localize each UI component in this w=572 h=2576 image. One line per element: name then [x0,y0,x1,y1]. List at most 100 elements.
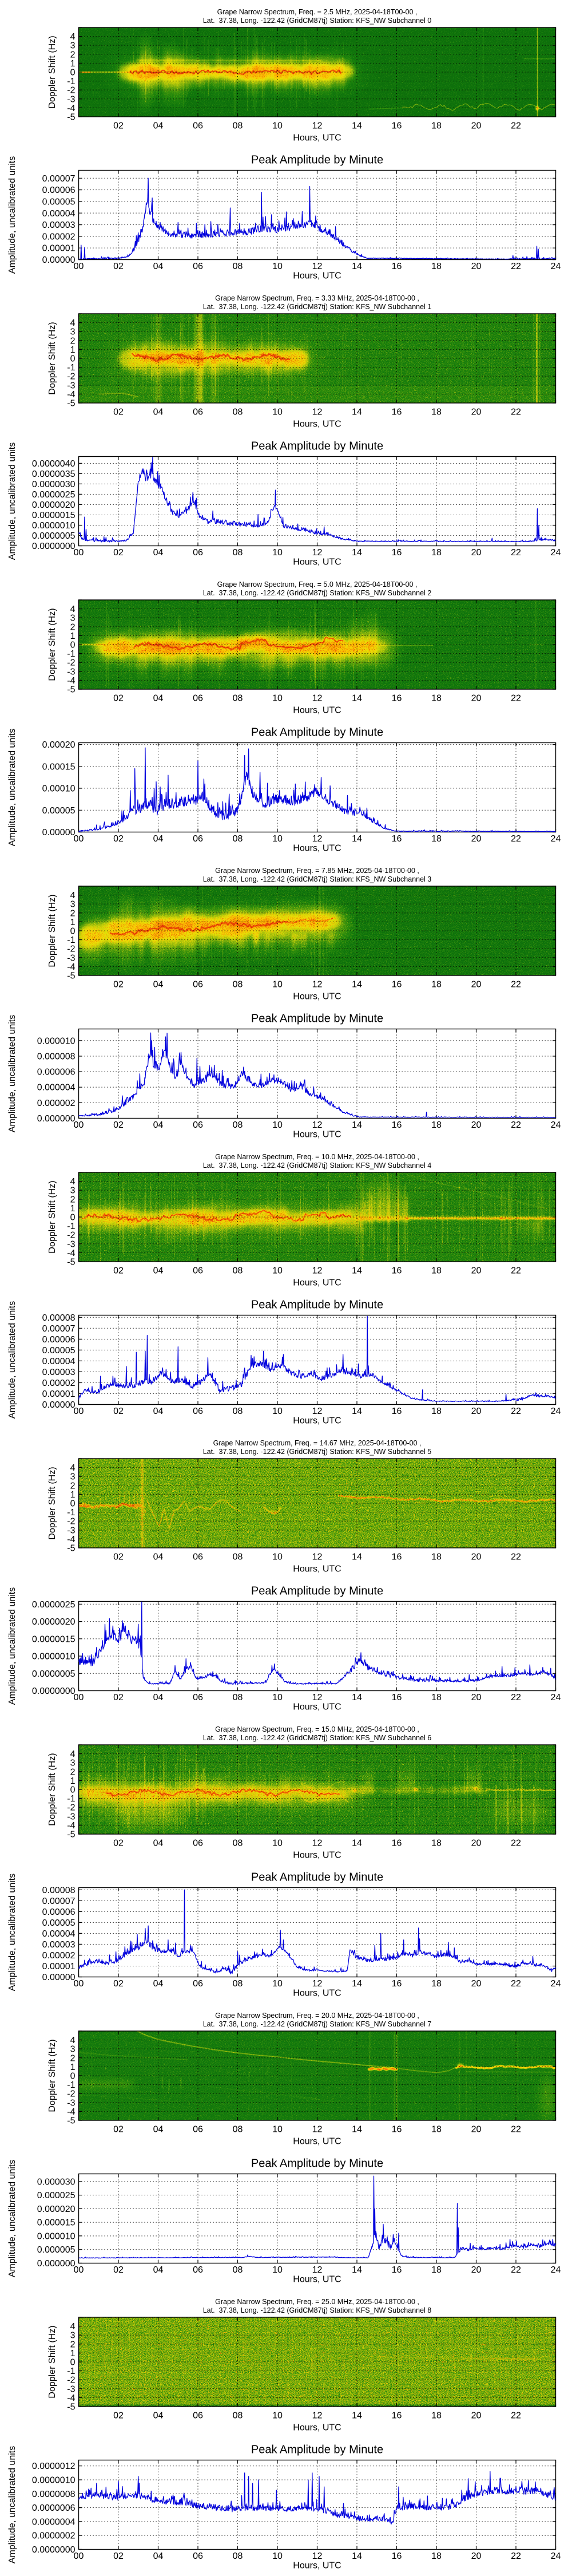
svg-text:00: 00 [74,1120,84,1130]
svg-text:1: 1 [70,2349,76,2358]
svg-text:20: 20 [471,1552,482,1562]
svg-text:Peak Amplitude by Minute: Peak Amplitude by Minute [251,1871,383,1884]
svg-text:22: 22 [511,1839,521,1848]
svg-text:14: 14 [352,980,362,990]
svg-text:16: 16 [392,980,402,990]
svg-text:Grape Narrow Spectrum, Freq. =: Grape Narrow Spectrum, Freq. = 15.0 MHz,… [215,1725,419,1733]
svg-text:Doppler Shift (Hz): Doppler Shift (Hz) [47,35,57,108]
svg-text:-4: -4 [67,2393,75,2403]
svg-text:Doppler Shift (Hz): Doppler Shift (Hz) [47,1180,57,1253]
svg-text:4: 4 [70,318,76,328]
svg-text:16: 16 [392,834,402,844]
svg-text:10: 10 [272,1693,283,1702]
svg-text:Hours, UTC: Hours, UTC [293,1851,341,1860]
svg-text:0.00006: 0.00006 [42,185,76,195]
svg-text:06: 06 [193,1552,203,1562]
svg-text:3: 3 [70,1472,76,1482]
svg-text:Peak Amplitude by Minute: Peak Amplitude by Minute [251,1585,383,1598]
svg-text:08: 08 [233,548,243,558]
svg-text:-3: -3 [67,381,75,390]
svg-text:Peak Amplitude by Minute: Peak Amplitude by Minute [251,154,383,167]
svg-text:1: 1 [70,1490,76,1500]
svg-text:1: 1 [70,1204,76,1214]
svg-text:Peak Amplitude by Minute: Peak Amplitude by Minute [251,1299,383,1311]
svg-text:04: 04 [153,548,164,558]
svg-text:18: 18 [431,694,442,704]
svg-text:24: 24 [551,548,561,558]
svg-text:18: 18 [431,2551,442,2561]
svg-text:3: 3 [70,614,76,623]
svg-text:-4: -4 [67,104,75,113]
svg-text:16: 16 [392,2551,402,2561]
svg-text:Hours, UTC: Hours, UTC [293,1416,341,1426]
svg-text:08: 08 [233,121,243,131]
svg-text:10: 10 [272,1406,283,1416]
svg-text:18: 18 [431,2265,442,2275]
svg-text:00: 00 [74,1693,84,1702]
svg-text:Hours, UTC: Hours, UTC [293,1702,341,1712]
svg-text:12: 12 [312,980,323,990]
svg-text:06: 06 [193,121,203,131]
svg-text:3: 3 [70,41,76,51]
svg-text:0.000008: 0.000008 [37,1052,76,1062]
svg-text:22: 22 [511,2551,521,2561]
svg-text:10: 10 [272,694,283,704]
svg-text:16: 16 [392,548,402,558]
svg-text:-4: -4 [67,1535,75,1544]
svg-text:-2: -2 [67,1231,75,1240]
svg-text:06: 06 [193,1120,203,1130]
svg-text:Hours, UTC: Hours, UTC [293,2423,341,2433]
svg-text:02: 02 [113,548,124,558]
svg-text:Hours, UTC: Hours, UTC [293,558,341,567]
svg-text:06: 06 [193,2125,203,2135]
svg-text:00: 00 [74,262,84,271]
svg-text:Amplitude, uncalibrated units: Amplitude, uncalibrated units [7,2446,17,2563]
svg-text:2: 2 [70,50,76,60]
svg-text:0.00003: 0.00003 [42,1368,76,1377]
svg-text:08: 08 [233,2411,243,2421]
svg-text:-1: -1 [67,935,75,945]
svg-text:14: 14 [352,2551,362,2561]
svg-text:-4: -4 [67,1821,75,1831]
svg-text:Amplitude, uncalibrated units: Amplitude, uncalibrated units [7,1587,17,1705]
svg-text:24: 24 [551,1120,561,1130]
svg-text:12: 12 [312,1120,323,1130]
svg-text:2: 2 [70,1195,76,1204]
svg-text:00: 00 [74,834,84,844]
svg-text:14: 14 [352,1839,362,1848]
svg-text:16: 16 [392,1120,402,1130]
svg-text:0.0000005: 0.0000005 [32,531,76,541]
svg-text:Peak Amplitude by Minute: Peak Amplitude by Minute [251,2158,383,2170]
svg-text:20: 20 [471,1693,482,1702]
svg-text:16: 16 [392,262,402,271]
svg-text:-5: -5 [67,1544,75,1554]
svg-text:2: 2 [70,622,76,632]
svg-text:22: 22 [511,1693,521,1702]
svg-text:0.00002: 0.00002 [42,232,76,242]
svg-text:Lat. 37.38, Long. -122.42 (Gr: Lat. 37.38, Long. -122.42 (GridCM87tj) S… [203,1448,432,1456]
svg-text:20: 20 [471,1120,482,1130]
svg-text:00: 00 [74,1406,84,1416]
svg-text:Doppler Shift (Hz): Doppler Shift (Hz) [47,2325,57,2398]
svg-text:Amplitude, uncalibrated units: Amplitude, uncalibrated units [7,1015,17,1132]
svg-text:0: 0 [70,2358,76,2368]
svg-text:10: 10 [272,2551,283,2561]
svg-text:0.0000005: 0.0000005 [32,1669,76,1679]
svg-text:Hours, UTC: Hours, UTC [293,1989,341,1998]
svg-text:02: 02 [113,694,124,704]
svg-text:02: 02 [113,121,124,131]
svg-text:0.000000: 0.000000 [37,2259,76,2269]
svg-text:-1: -1 [67,363,75,373]
svg-text:04: 04 [153,408,164,417]
svg-text:1: 1 [70,918,76,927]
svg-text:0.00003: 0.00003 [42,1940,76,1950]
svg-text:Peak Amplitude by Minute: Peak Amplitude by Minute [251,440,383,453]
svg-text:18: 18 [431,1120,442,1130]
svg-text:02: 02 [113,980,124,990]
svg-text:Hours, UTC: Hours, UTC [293,844,341,854]
svg-text:02: 02 [113,1552,124,1562]
svg-text:14: 14 [352,1552,362,1562]
svg-text:0.00002: 0.00002 [42,1951,76,1961]
svg-text:20: 20 [471,1839,482,1848]
svg-text:16: 16 [392,121,402,131]
